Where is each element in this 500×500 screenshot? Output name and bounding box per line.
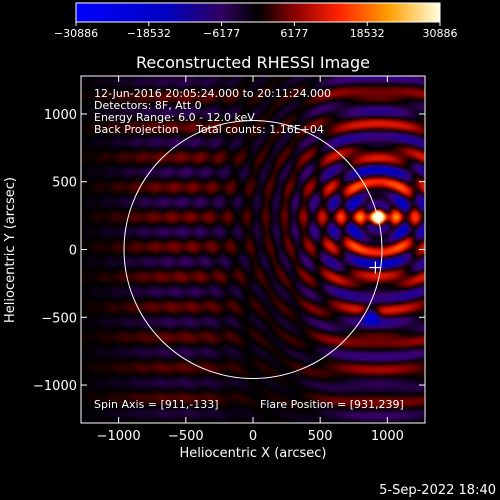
colorbar-ticks: −30886 −18532 −6177 6177 18532 30886 (54, 22, 458, 40)
y-tick-label: −1000 (33, 379, 77, 394)
y-ticks: −1000 −500 0 500 1000 (33, 108, 425, 394)
colorbar-tick-label: 18532 (350, 27, 385, 40)
x-tick-label: 1000 (371, 429, 404, 444)
flare-position-marker (369, 261, 382, 274)
x-ticks: −1000 −500 0 500 1000 (97, 76, 404, 444)
heatmap-image (81, 76, 425, 423)
y-tick-label: 1000 (44, 108, 77, 123)
x-tick-label: 0 (249, 429, 257, 444)
solar-limb-circle (123, 120, 383, 379)
x-tick-label: −1000 (97, 429, 141, 444)
y-tick-label: −500 (41, 311, 77, 326)
flare-position-text: Flare Position = [931,239] (260, 398, 404, 411)
colorbar-tick-label: −6177 (203, 27, 240, 40)
x-tick-label: −500 (168, 429, 204, 444)
date-stamp: 5-Sep-2022 18:40 (379, 483, 496, 498)
chart-title: Reconstructed RHESSI Image (136, 53, 370, 72)
colorbar-tick-label: −30886 (54, 27, 98, 40)
spin-axis-text: Spin Axis = [911,-133] (94, 398, 219, 411)
y-tick-label: 500 (52, 176, 77, 191)
x-axis-label: Heliocentric X (arcsec) (180, 446, 327, 461)
info-line-detectors: Detectors: 8F, Att 0 (94, 99, 202, 112)
colorbar-tick-label: 30886 (423, 27, 458, 40)
info-line-method: Back Projection Total counts: 1.16E+04 (94, 123, 324, 136)
info-line-time: 12-Jun-2016 20:05:24.000 to 20:11:24.000 (94, 87, 331, 100)
colorbar-gradient (75, 2, 441, 23)
colorbar-tick-label: −18532 (127, 27, 171, 40)
colorbar-tick-label: 6177 (280, 27, 308, 40)
x-tick-label: 500 (308, 429, 333, 444)
y-axis-label: Heliocentric Y (arcsec) (3, 177, 18, 323)
y-tick-label: 0 (69, 244, 77, 259)
info-line-energy: Energy Range: 6.0 - 12.0 keV (94, 111, 255, 124)
colorbar: −30886 −18532 −6177 6177 18532 30886 (54, 2, 458, 40)
